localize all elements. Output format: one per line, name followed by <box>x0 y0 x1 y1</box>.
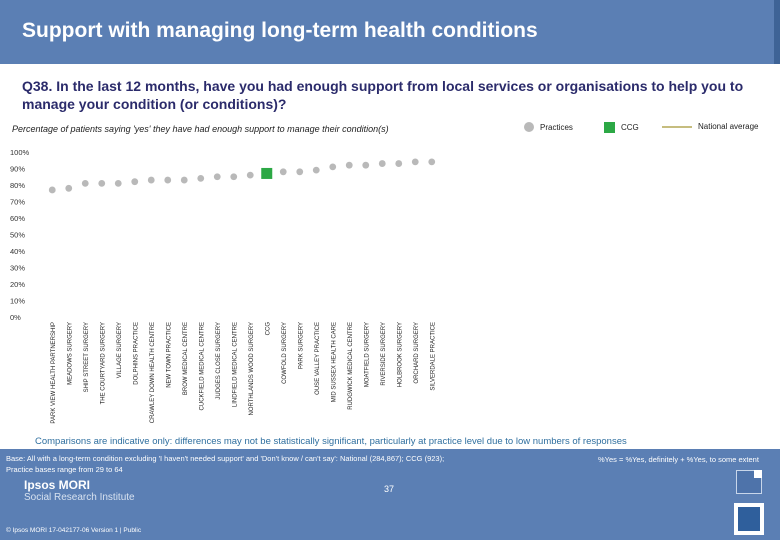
practice-point <box>197 175 205 182</box>
practice-point <box>246 171 254 179</box>
slide-fold <box>754 470 762 478</box>
category-label: BROW MEDICAL CENTRE <box>183 322 189 395</box>
practice-point <box>48 186 56 194</box>
practice-point <box>230 173 238 181</box>
category-label: MEADOWS SURGERY <box>67 322 73 385</box>
sri-logo-text: Social Research Institute <box>24 492 135 503</box>
category-label: CRAWLEY DOWN HEALTH CENTRE <box>150 322 156 423</box>
ccg-point <box>261 167 273 179</box>
question-text: Q38. In the last 12 months, have you had… <box>22 78 744 112</box>
legend-national-label: National average <box>698 122 759 132</box>
category-label: OUSE VALLEY PRACTICE <box>315 322 321 395</box>
practice-dot-icon <box>524 122 534 132</box>
comparison-note: Comparisons are indicative only: differe… <box>35 436 627 447</box>
category-label: DOLPHINS PRACTICE <box>133 322 139 385</box>
yes-definition: %Yes = %Yes, definitely + %Yes, to some … <box>598 455 759 464</box>
category-label: CUCKFIELD MEDICAL CENTRE <box>199 322 205 410</box>
base-line-1: Base: All with a long-term condition exc… <box>6 454 445 463</box>
category-label: HOLBROOK SURGERY <box>397 322 403 387</box>
legend-practices-label: Practices <box>540 122 573 132</box>
practice-point <box>345 161 353 169</box>
slide-icon <box>736 470 762 494</box>
category-label: VILLAGE SURGERY <box>117 322 123 378</box>
y-tick-label: 60% <box>10 214 25 223</box>
ccg-square-icon <box>604 122 615 133</box>
ipsos-logo: Ipsos MORI <box>24 478 91 492</box>
y-tick-label: 10% <box>10 297 25 306</box>
practice-point <box>114 179 122 187</box>
practice-point <box>362 161 370 169</box>
ipsos-brand-icon <box>734 503 764 535</box>
page-title: Support with managing long-term health c… <box>22 19 538 42</box>
practice-point <box>329 163 337 171</box>
y-tick-label: 30% <box>10 264 25 273</box>
practice-point <box>147 176 155 184</box>
chart-subtitle: Percentage of patients saying 'yes' they… <box>12 124 389 134</box>
practice-point <box>65 184 73 192</box>
y-tick-label: 100% <box>10 148 30 157</box>
base-note: Base: All with a long-term condition exc… <box>6 453 506 475</box>
category-label: CCG <box>265 322 271 336</box>
category-label: MOATFIELD SURGERY <box>364 322 370 387</box>
category-label: SILVERDALE PRACTICE <box>430 322 436 391</box>
legend-practices: Practices <box>524 122 573 136</box>
category-label: COWFOLD SURGERY <box>282 322 288 384</box>
practice-point <box>312 166 320 174</box>
legend-ccg-label: CCG <box>621 123 639 132</box>
y-tick-label: 0% <box>10 313 21 322</box>
category-label: NEW TOWN PRACTICE <box>166 322 172 388</box>
y-tick-label: 80% <box>10 181 25 190</box>
legend-national: National average <box>662 122 758 136</box>
practice-point <box>279 168 287 176</box>
category-label: PARK VIEW HEALTH PARTNERSHIP <box>51 322 57 424</box>
category-label: MID SUSSEX HEALTH CARE <box>331 322 337 402</box>
category-label: PARK SURGERY <box>298 322 304 369</box>
y-tick-label: 70% <box>10 198 25 207</box>
practice-point <box>428 158 436 166</box>
chart: 0% 10% 20% 30% 40% 50% 60% 70% 80% 90% 100% PARK VI… <box>10 148 436 424</box>
header-bar: Support with managing long-term health c… <box>0 0 780 64</box>
page-number: 37 <box>384 484 395 494</box>
practice-point <box>395 160 403 167</box>
national-line-icon <box>662 125 692 128</box>
legend-ccg: CCG <box>604 122 639 136</box>
practice-point <box>98 179 106 187</box>
category-label: JUDGES CLOSE SURGERY <box>216 322 222 400</box>
practice-point <box>164 176 172 184</box>
base-line-2: Practice bases range from 29 to 64 <box>6 465 123 474</box>
category-label: THE COURTYARD SURGERY <box>100 322 106 404</box>
y-tick-label: 20% <box>10 280 25 289</box>
practice-point <box>180 176 188 184</box>
category-label: NORTHLANDS WOOD SURGERY <box>249 322 255 415</box>
category-label: SHIP STREET SURGERY <box>84 322 90 392</box>
practice-point <box>213 173 221 181</box>
ipsos-brand-inner <box>738 507 760 531</box>
practice-point <box>411 158 419 166</box>
practice-point <box>296 168 304 176</box>
practice-point <box>131 178 139 186</box>
category-label: LINDFIELD MEDICAL CENTRE <box>232 322 238 407</box>
category-label: ORCHARD SURGERY <box>414 322 420 384</box>
y-tick-label: 40% <box>10 247 25 256</box>
category-label: RUDGWICK MEDICAL CENTRE <box>348 322 354 410</box>
y-tick-label: 50% <box>10 231 25 240</box>
y-tick-label: 90% <box>10 165 25 174</box>
copyright: © Ipsos MORI 17-042177-06 Version 1 | Pu… <box>6 527 142 534</box>
header-accent <box>774 0 780 64</box>
category-label: RIVERSIDE SURGERY <box>381 322 387 386</box>
footer-bar <box>0 449 780 540</box>
practice-point <box>378 160 386 167</box>
practice-point <box>81 179 89 187</box>
